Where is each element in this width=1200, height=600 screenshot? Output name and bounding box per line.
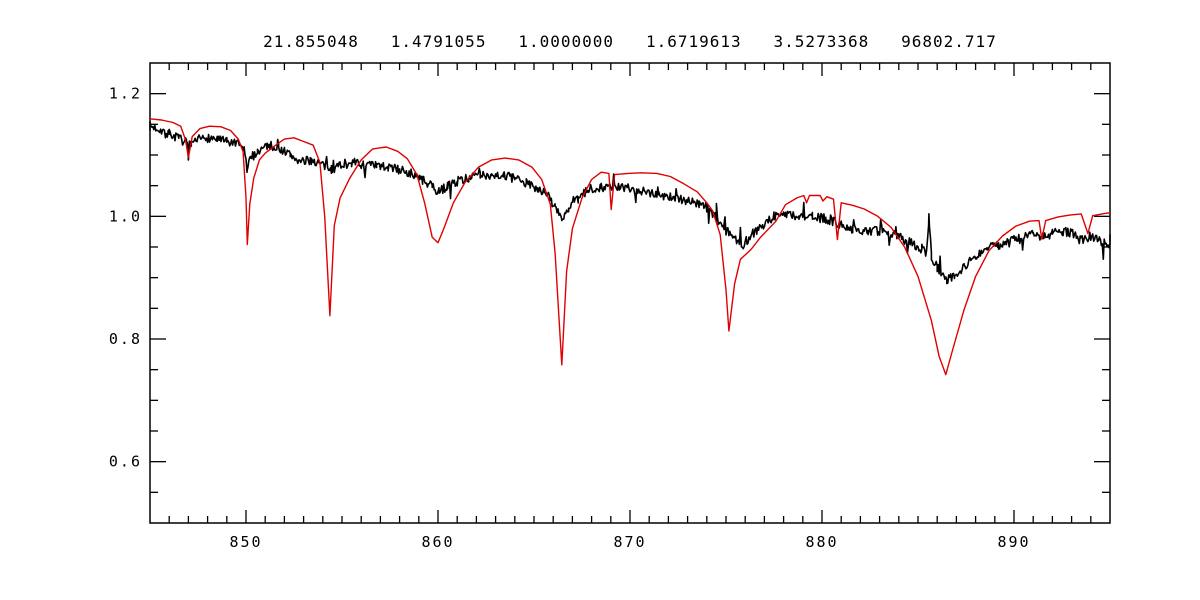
- y-tick-label: 0.6: [109, 453, 142, 471]
- x-tick-label: 850: [229, 533, 262, 551]
- y-tick-label: 1.0: [109, 207, 142, 225]
- chart-title: 21.855048 1.4791055 1.0000000 1.6719613 …: [263, 32, 997, 51]
- x-tick-label: 880: [805, 533, 838, 551]
- x-tick-label: 870: [613, 533, 646, 551]
- y-tick-label: 0.8: [109, 330, 142, 348]
- x-tick-label: 860: [421, 533, 454, 551]
- y-tick-label: 1.2: [109, 85, 142, 103]
- x-tick-label: 890: [997, 533, 1030, 551]
- plot-frame: [149, 62, 1111, 524]
- model-spectrum-line: [149, 118, 1111, 376]
- observed-spectrum-line: [149, 121, 1111, 285]
